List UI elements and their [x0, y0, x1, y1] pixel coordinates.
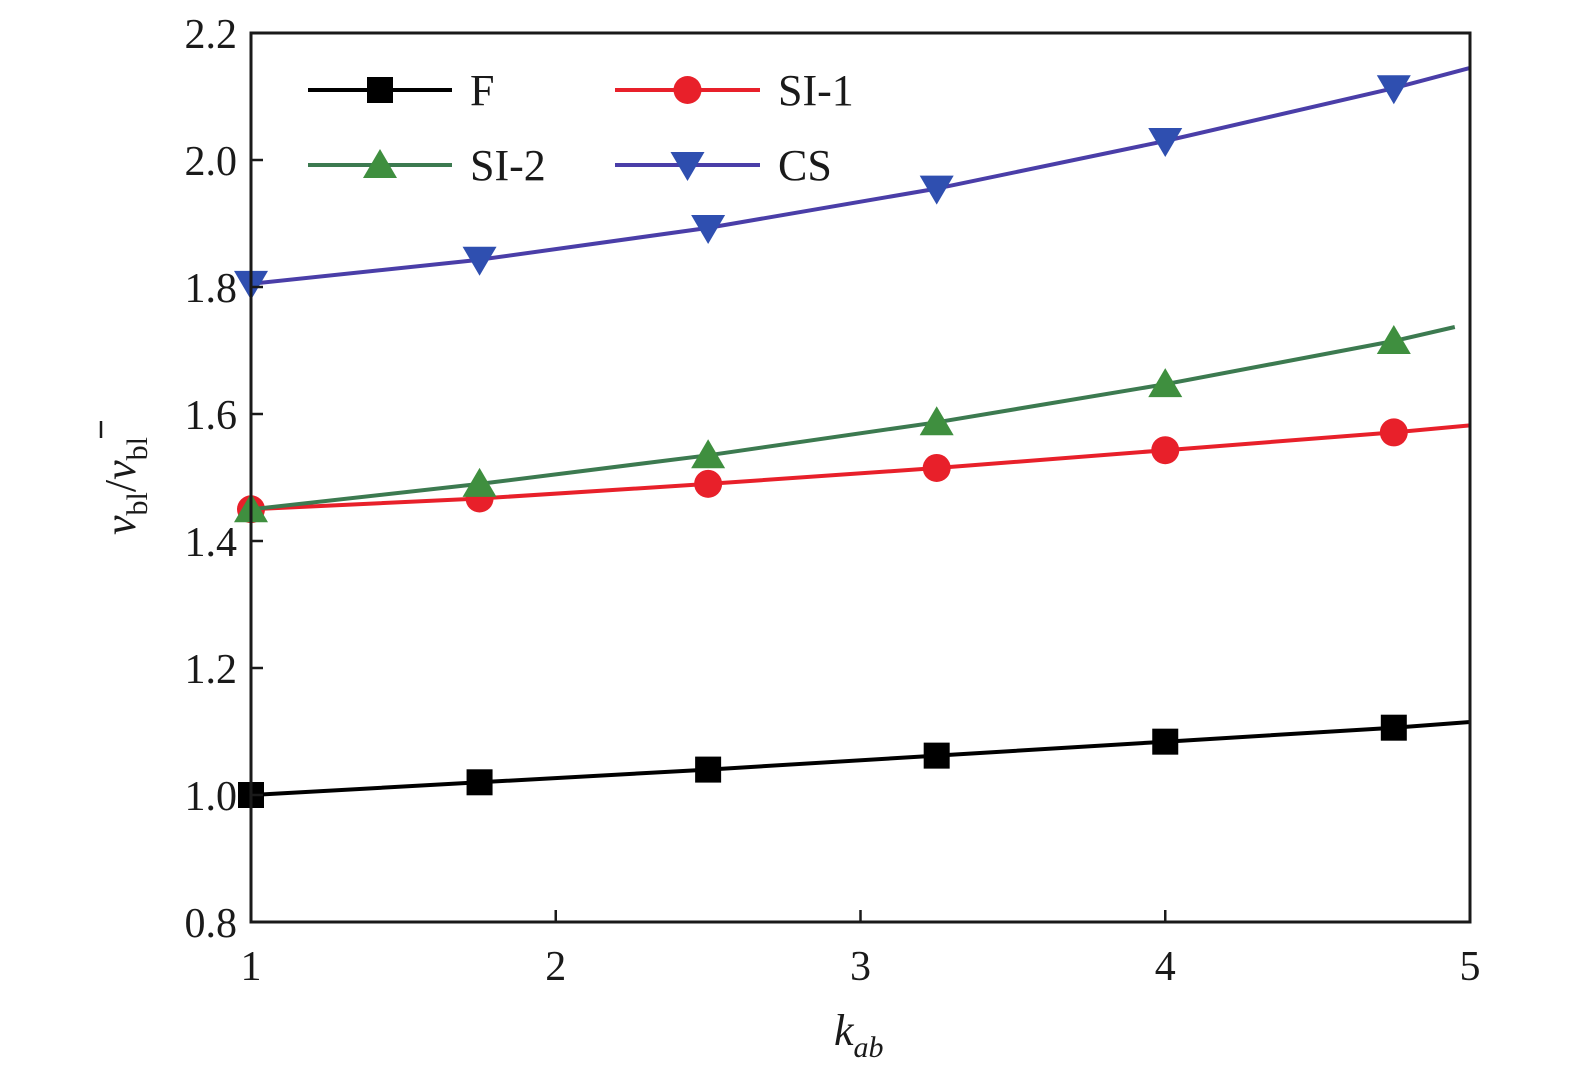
y-tick-label: 1.2	[185, 647, 238, 693]
x-axis-title-main: k	[834, 1006, 855, 1055]
series-line-si-2	[250, 325, 1456, 512]
x-tick-label: 3	[850, 944, 871, 990]
data-point-cs	[691, 214, 726, 244]
legend-label-f: F	[470, 66, 494, 115]
data-point-si-2	[1376, 324, 1411, 354]
series-f	[238, 714, 1471, 808]
data-point-si-2	[691, 439, 726, 469]
series-line-si-1	[250, 423, 1471, 512]
x-tick-label: 4	[1155, 944, 1176, 990]
legend-item-f: F	[308, 66, 494, 115]
y-axis-title-main-bar: v	[96, 460, 145, 480]
data-point-f	[466, 769, 493, 796]
x-tick-label: 1	[241, 944, 262, 990]
y-tick-label: 1.8	[185, 266, 238, 312]
data-point-si-2	[919, 406, 954, 436]
y-axis-title-sep: /	[96, 479, 145, 492]
y-tick-label: 2.0	[185, 139, 238, 185]
legend-item-si-2: SI-2	[308, 141, 546, 190]
legend-marker-f	[367, 77, 393, 103]
axes: 1 2 3 4 5 0.8 1.0 1.2 1.4 1.6 1.8 2.0 2.2	[185, 12, 1481, 990]
y-tick-label: 1.4	[185, 520, 238, 566]
data-point-f	[1152, 728, 1179, 755]
data-point-si-1	[694, 469, 723, 498]
series-si-2	[234, 324, 1456, 523]
y-axis-title-sub2: bl	[121, 437, 154, 460]
legend-marker-cs	[670, 152, 705, 181]
x-tick-label: 2	[545, 944, 566, 990]
y-tick-label: 1.0	[185, 774, 238, 820]
data-point-cs	[1148, 127, 1183, 157]
legend-marker-si-1	[673, 76, 702, 104]
series-line-f	[250, 720, 1471, 797]
data-point-si-2	[462, 467, 497, 497]
y-tick-label: 1.6	[185, 393, 238, 439]
plot-area	[234, 65, 1471, 808]
y-tick-label: 2.2	[185, 12, 238, 58]
legend-label-cs: CS	[778, 141, 832, 190]
series-line-cs	[250, 65, 1471, 286]
y-axis-title: vbl/vbl	[96, 421, 154, 535]
x-tick-label: 5	[1460, 944, 1481, 990]
series-cs	[234, 65, 1471, 300]
y-axis-title-sub: bl	[121, 492, 154, 515]
data-point-f	[1380, 714, 1407, 741]
data-point-si-1	[1151, 436, 1180, 465]
data-point-si-1	[1379, 418, 1408, 447]
legend-marker-si-2	[363, 149, 397, 178]
data-point-f	[923, 742, 950, 769]
legend-item-si-1: SI-1	[615, 66, 854, 115]
data-point-si-2	[1148, 368, 1183, 398]
y-axis-title-main: v	[96, 515, 145, 535]
data-point-f	[695, 756, 722, 783]
legend-label-si-1: SI-1	[778, 66, 854, 115]
legend-item-cs: CS	[615, 141, 832, 190]
data-point-cs	[919, 175, 954, 205]
y-tick-label: 0.8	[185, 901, 238, 947]
data-point-cs	[462, 246, 497, 276]
data-point-si-1	[922, 453, 951, 482]
x-axis-title-sub: ab	[854, 1031, 884, 1064]
legend: F SI-1 SI-2 CS	[308, 66, 854, 190]
svg-text:vbl/vbl: vbl/vbl	[96, 437, 154, 535]
legend-label-si-2: SI-2	[470, 141, 546, 190]
x-axis-title: kab	[834, 1006, 884, 1064]
data-point-cs	[1376, 75, 1411, 105]
